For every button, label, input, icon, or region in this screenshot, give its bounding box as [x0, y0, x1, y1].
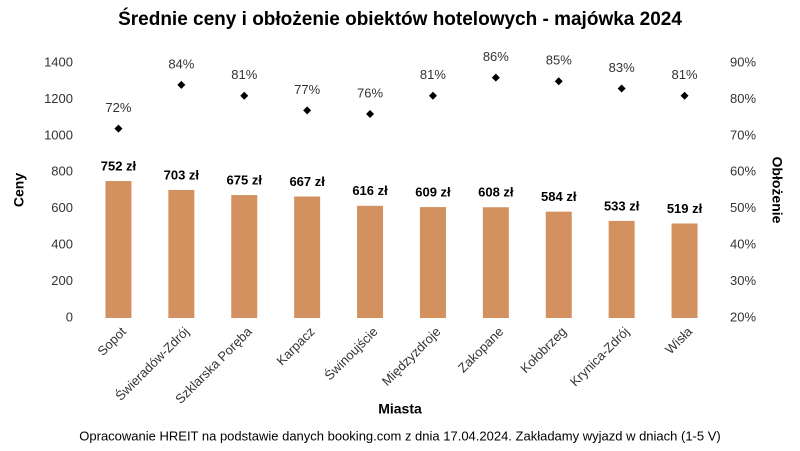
bar-value-label: 616 zł — [352, 183, 388, 198]
bar — [231, 195, 258, 318]
point — [680, 91, 689, 100]
y2-tick-label: 80% — [730, 91, 756, 106]
chart-title: Średnie ceny i obłożenie obiektów hotelo… — [118, 8, 682, 30]
x-tick-label: Sopot — [94, 324, 129, 359]
bar — [105, 181, 132, 318]
point-value-label: 76% — [357, 85, 383, 100]
point — [366, 110, 375, 118]
point-value-label: 83% — [609, 60, 635, 75]
y-tick-label: 600 — [51, 200, 73, 215]
bar-value-label: 752 zł — [101, 158, 137, 173]
point — [240, 91, 249, 100]
point — [428, 91, 437, 100]
point-value-label: 85% — [546, 53, 572, 68]
y-tick-label: 1000 — [44, 127, 73, 142]
y2-tick-label: 30% — [730, 273, 756, 288]
point-value-label: 77% — [294, 82, 320, 97]
bar-value-label: 584 zł — [541, 189, 577, 204]
bar-value-label: 703 zł — [164, 167, 200, 182]
y2-tick-label: 50% — [730, 200, 756, 215]
bar — [671, 223, 698, 318]
bar — [168, 189, 195, 318]
x-tick-label: Kołobrzeg — [517, 324, 569, 376]
point-value-label: 84% — [168, 56, 194, 71]
bar — [419, 207, 446, 318]
y-tick-label: 800 — [51, 164, 73, 179]
bar — [357, 205, 384, 318]
x-tick-label: Krynica-Zdrój — [567, 324, 632, 389]
bar — [608, 220, 635, 318]
x-tick-label: Zakopane — [455, 324, 506, 375]
y2-tick-label: 20% — [730, 309, 756, 324]
y2-tick-label: 70% — [730, 127, 756, 142]
x-axis-label: Miasta — [378, 401, 422, 417]
bar-value-label: 519 zł — [667, 201, 703, 216]
bar-value-label: 608 zł — [478, 185, 514, 200]
y-axis-label: Ceny — [11, 173, 27, 207]
point — [554, 77, 563, 86]
x-tick-label: Międzyzdroje — [379, 324, 444, 389]
point-value-label: 81% — [231, 67, 257, 82]
point — [303, 106, 312, 115]
point — [491, 73, 500, 82]
bar-value-label: 533 zł — [604, 198, 640, 213]
y-tick-label: 0 — [66, 309, 73, 324]
y2-tick-label: 90% — [730, 54, 756, 69]
y-tick-label: 1400 — [44, 54, 73, 69]
x-tick-label: Świnoujście — [321, 324, 380, 383]
y-tick-label: 400 — [51, 237, 73, 252]
y2-tick-label: 40% — [730, 237, 756, 252]
x-tick-label: Wisła — [662, 323, 696, 357]
point — [114, 124, 123, 133]
point — [617, 84, 626, 93]
y-tick-label: 200 — [51, 273, 73, 288]
point-value-label: 86% — [483, 49, 509, 64]
bar — [545, 211, 572, 318]
y2-axis-label: Obłożenie — [769, 157, 785, 224]
point — [177, 80, 186, 89]
y-tick-label: 1200 — [44, 91, 73, 106]
bar-value-label: 675 zł — [227, 172, 263, 187]
x-tick-label: Karpacz — [273, 324, 317, 368]
source-note: Opracowanie HREIT na podstawie danych bo… — [79, 428, 720, 443]
bar-value-label: 667 zł — [289, 174, 325, 189]
y2-tick-label: 60% — [730, 164, 756, 179]
bar — [482, 207, 509, 318]
point-value-label: 81% — [420, 67, 446, 82]
bar — [294, 196, 321, 318]
point-value-label: 81% — [672, 67, 698, 82]
bar-value-label: 609 zł — [415, 185, 451, 200]
point-value-label: 72% — [105, 100, 131, 115]
